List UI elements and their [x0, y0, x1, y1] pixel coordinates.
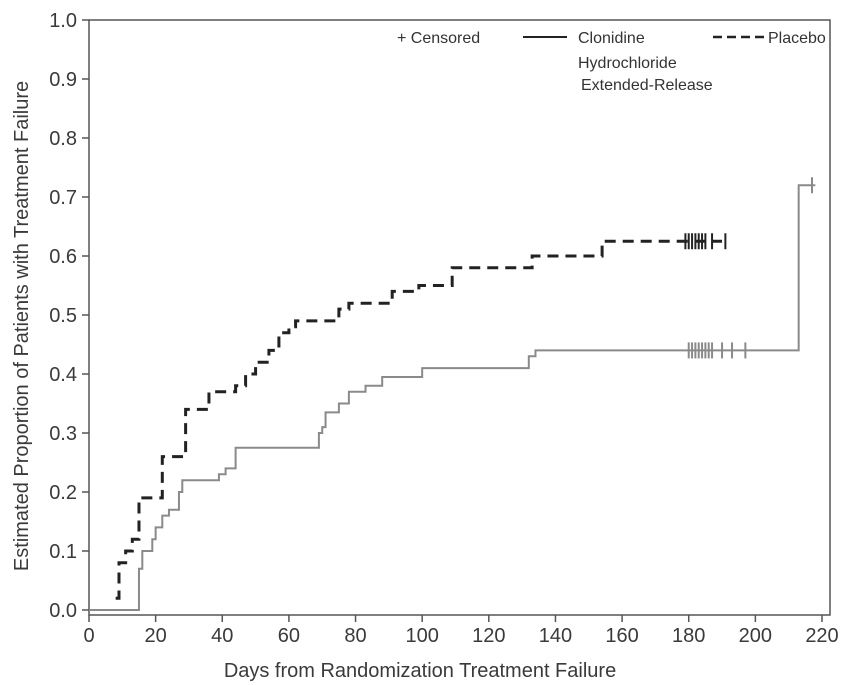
- x-tick-label: 120: [472, 625, 505, 647]
- legend-clonidine-line2: Hydrochloride: [578, 55, 677, 72]
- x-axis-title: Days from Randomization Treatment Failur…: [224, 660, 616, 682]
- x-tick-label: 160: [605, 625, 638, 647]
- y-tick-label: 0.6: [49, 246, 77, 268]
- x-tick-label: 80: [344, 625, 366, 647]
- legend-clonidine-line3: Extended-Release: [581, 77, 713, 94]
- y-tick-label: 0.2: [49, 482, 77, 504]
- x-tick-label: 180: [672, 625, 705, 647]
- y-tick-label: 1.0: [49, 10, 77, 32]
- y-tick-label: 0.3: [49, 423, 77, 445]
- clonidine-line: [89, 184, 816, 611]
- y-tick-label: 0.1: [49, 541, 77, 563]
- x-tick-label: 100: [405, 625, 438, 647]
- y-tick-label: 0.8: [49, 128, 77, 150]
- x-tick-label: 220: [805, 625, 838, 647]
- legend-clonidine-line1: Clonidine: [578, 30, 645, 47]
- y-tick-label: 0.7: [49, 187, 77, 209]
- x-tick-label: 140: [539, 625, 572, 647]
- y-axis-title: Estimated Proportion of Patients with Tr…: [11, 81, 33, 571]
- legend-placebo: Placebo: [768, 30, 826, 47]
- x-tick-label: 0: [83, 625, 94, 647]
- y-tick-label: 0.0: [49, 600, 77, 622]
- y-tick-label: 0.5: [49, 305, 77, 327]
- x-tick-label: 200: [739, 625, 772, 647]
- placebo-line: [115, 239, 723, 600]
- x-tick-label: 60: [278, 625, 300, 647]
- legend: + Censored Clonidine Hydrochloride Exten…: [397, 30, 826, 94]
- plot-frame: [88, 19, 831, 616]
- x-tick-label: 20: [145, 625, 167, 647]
- y-tick-label: 0.9: [49, 69, 77, 91]
- series-layer: [89, 177, 816, 611]
- y-tick-label: 0.4: [49, 364, 77, 386]
- y-axis: 0.0 0.1 0.2 0.3 0.4 0.5 0.6 0.7 0.8 0.9 1.0: [49, 10, 89, 622]
- x-axis: 0 20 40 60 80 100 120 140 160 180 200 220: [83, 615, 839, 647]
- x-tick-label: 40: [211, 625, 233, 647]
- legend-censored: + Censored: [397, 30, 480, 47]
